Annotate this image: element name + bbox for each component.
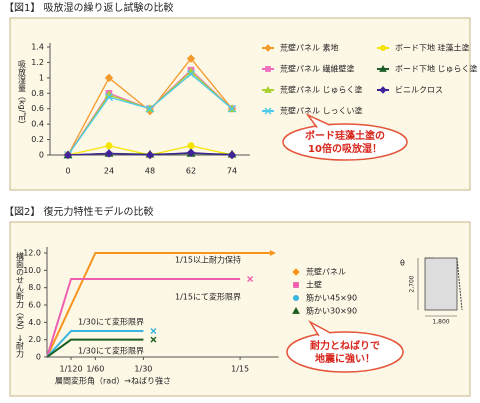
y-tick-label: 4.0 [28, 318, 41, 327]
y-tick-label: 0.2 [31, 135, 44, 144]
marker [292, 268, 300, 276]
series-line [46, 338, 144, 358]
x-tick-label: 1/60 [86, 365, 104, 374]
y-tick-label: 2.0 [28, 335, 41, 344]
x-tick-label: 0 [65, 167, 70, 176]
marker [247, 276, 254, 282]
callout-tail [308, 319, 331, 337]
marker [265, 66, 271, 72]
legend-label: ボード下地 じゅらく塗 [395, 64, 478, 74]
legend-label: 荒壁パネル しっくい塗 [280, 106, 363, 116]
legend-label: 荒壁パネル 繊維壁塗 [280, 64, 355, 74]
y-tick-label: 0.6 [31, 104, 44, 113]
callout-text: ボード珪藻土塗の [305, 129, 385, 142]
y-axis-label: 構面のせん断力（kN）→耐力 [16, 251, 25, 358]
y-tick-label: 0.4 [31, 120, 44, 129]
y-tick-label: 0 [36, 353, 41, 362]
marker [227, 150, 237, 160]
callout-text: 10倍の吸放湿！ [308, 142, 382, 155]
marker [145, 150, 155, 160]
y-axis-label: 吸放湿量（kg/㎡） [18, 60, 27, 128]
marker [146, 104, 154, 113]
legend-label: 土壁 [306, 280, 322, 290]
marker [150, 328, 157, 334]
annotation: 1/30にて変形限界 [78, 346, 144, 356]
marker [150, 336, 157, 343]
marker [264, 85, 272, 93]
arrow-head [269, 250, 276, 256]
diagram-label: 1,800 [432, 319, 449, 326]
series-line [46, 330, 144, 358]
callout-text: 地震に強い！ [315, 352, 375, 365]
x-tick-label: 74 [227, 167, 237, 176]
callout-tail [305, 113, 330, 129]
series-line [46, 252, 270, 358]
marker [379, 86, 387, 94]
y-tick-label: 12.0 [23, 249, 41, 258]
legend-label: ボード下地 珪藻土塗 [395, 43, 470, 53]
annotation: 1/15にて変形限界 [175, 292, 241, 302]
legend-label: 筋かい30×90 [306, 306, 357, 316]
marker [292, 294, 300, 302]
legend-label: 荒壁パネル 素地 [280, 43, 339, 53]
x-tick-label: 1/15 [231, 365, 249, 374]
x-tick-label: 48 [145, 167, 155, 176]
y-tick-label: 10.0 [23, 266, 41, 275]
marker [186, 54, 196, 63]
y-tick-label: 8.0 [28, 283, 41, 292]
marker [379, 44, 387, 52]
y-tick-label: 1.4 [31, 43, 44, 52]
legend-label: 荒壁パネル [306, 267, 346, 277]
annotation: 1/30にて変形限界 [78, 317, 144, 327]
annotation: 1/15以上耐力保持 [175, 255, 241, 265]
callout-text: 耐力とねばりで [310, 339, 380, 352]
marker [293, 282, 299, 288]
y-tick-label: 1 [39, 73, 44, 82]
marker [104, 149, 114, 158]
callout-bubble [286, 331, 404, 373]
marker [379, 64, 387, 72]
marker [264, 107, 272, 115]
marker [104, 73, 114, 83]
chart-frame [9, 221, 471, 397]
marker [187, 70, 195, 78]
chart-title: 【図2】 復元力特性モデルの比較 [4, 205, 154, 218]
callout-bubble [282, 123, 408, 161]
chart-frame [9, 17, 471, 191]
x-tick-label: 1/120 [59, 365, 82, 374]
x-tick-label: 1/30 [134, 365, 152, 374]
marker [292, 306, 300, 314]
x-tick-label: 62 [186, 167, 196, 176]
marker [105, 142, 113, 150]
legend-label: 筋かい45×90 [306, 293, 357, 303]
marker [228, 104, 236, 113]
y-tick-label: 1.2 [31, 58, 44, 67]
marker [105, 93, 113, 102]
series-line [46, 278, 241, 358]
y-tick-label: 0.8 [31, 89, 44, 98]
x-tick-label: 24 [104, 167, 114, 176]
y-tick-label: 0 [39, 151, 44, 160]
legend-label: ビニルクロス [395, 86, 443, 95]
marker [186, 148, 196, 157]
marker [63, 150, 73, 160]
marker [187, 142, 195, 150]
wall-diagram [417, 257, 463, 317]
diagram-label: 2,700 [409, 275, 416, 292]
marker [264, 44, 272, 52]
diagram-label: θ [400, 259, 405, 268]
legend-label: 荒壁パネル じゅらく塗 [280, 85, 363, 95]
y-tick-label: 6.0 [28, 301, 41, 310]
chart-title: 【図1】 吸放湿の繰り返し試験の比較 [4, 1, 174, 14]
x-axis-label: 層間変形角（rad）→ねばり強さ [55, 376, 171, 386]
